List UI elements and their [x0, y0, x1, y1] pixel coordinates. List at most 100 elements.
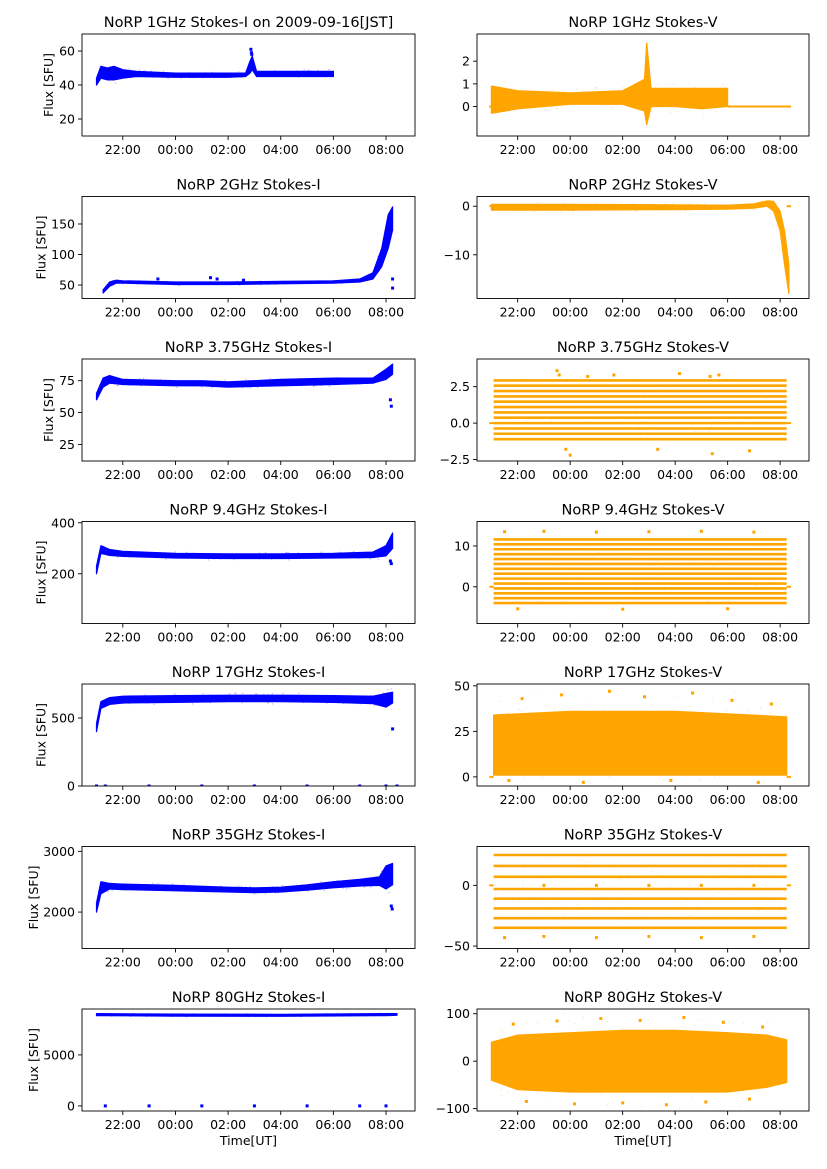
data-point [783, 891, 785, 893]
data-outlier-point [337, 377, 339, 379]
data-point [624, 418, 625, 420]
data-point [756, 585, 757, 587]
data-point [683, 914, 685, 916]
data-outlier-point [582, 1016, 585, 1018]
data-point [656, 597, 658, 599]
data-point [713, 873, 715, 875]
data-outlier-point [504, 81, 506, 83]
subplot-1ghz-i: 22:00 00:00 02:00 04:00 06:00 08:00 20 40 60 NoRP… [41, 15, 416, 157]
y-tick-label: 0 [462, 769, 470, 784]
data-point [642, 888, 644, 890]
data-point [575, 547, 577, 549]
data-point [663, 866, 665, 868]
data-point [607, 911, 609, 913]
data-point [524, 592, 526, 593]
data-outlier-point [195, 77, 197, 79]
data-point [649, 429, 651, 431]
data-point [711, 385, 712, 387]
data-outlier-point [117, 556, 119, 558]
x-tick-label: 22:00 [500, 955, 536, 970]
data-point [513, 428, 515, 430]
data-point [683, 430, 685, 432]
data-point [757, 863, 759, 865]
data-outlier-point [676, 210, 678, 212]
data-point [759, 420, 761, 422]
data-outlier-point [299, 1015, 301, 1017]
data-outlier-point [139, 377, 141, 380]
data-point [533, 915, 535, 916]
data-outlier-point [234, 692, 236, 694]
data-point [566, 920, 567, 922]
data-point [595, 569, 597, 571]
y-tick-label: 0 [462, 199, 470, 214]
data-outlier-point [715, 110, 717, 112]
data-point [707, 599, 709, 601]
data-point [660, 593, 662, 595]
data-point [594, 887, 596, 889]
data-outlier-point [733, 692, 735, 694]
data-outlier-point [224, 77, 226, 79]
data-point [550, 905, 552, 907]
data-point [534, 896, 536, 898]
data-outlier-point [307, 890, 309, 893]
data-point [553, 428, 555, 430]
data-point [633, 412, 635, 414]
data-outlier-point [366, 885, 368, 887]
data-outlier-point [343, 702, 345, 705]
data-point [636, 390, 638, 392]
data-point [726, 607, 730, 611]
x-tick-label: 22:00 [500, 142, 536, 157]
data-outlier-point [747, 710, 749, 712]
data-point [602, 896, 604, 898]
data-point [693, 564, 695, 566]
data-outlier-point [175, 693, 177, 696]
data-outlier-point [219, 558, 221, 560]
data-point [495, 894, 497, 896]
data-point [747, 926, 749, 928]
y-tick-label: 0 [67, 1098, 75, 1113]
data-band [95, 363, 394, 401]
data-point [560, 578, 562, 580]
data-point [388, 559, 392, 563]
data-point [668, 572, 669, 574]
data-point [638, 1018, 642, 1022]
data-point [706, 864, 708, 866]
data-point [517, 420, 519, 421]
data-point [634, 405, 636, 407]
data-point [706, 591, 708, 593]
data-point [579, 568, 581, 570]
data-point [659, 575, 661, 577]
data-point [743, 861, 745, 863]
data-outlier-point [588, 703, 590, 705]
data-point [576, 596, 578, 598]
axes-frame [476, 1008, 810, 1112]
data-point [659, 557, 661, 559]
x-tick-label: 00:00 [552, 467, 588, 482]
data-point [785, 559, 787, 561]
data-point [745, 385, 747, 387]
data-outlier-point [267, 693, 269, 696]
data-point [630, 408, 631, 410]
data-point [650, 565, 652, 567]
data-outlier-point [241, 387, 243, 389]
data-point [776, 553, 778, 555]
data-point [730, 867, 732, 869]
data-outlier-point [537, 201, 539, 203]
data-outlier-point [334, 280, 336, 282]
data-outlier-point [322, 1012, 324, 1015]
data-outlier-point [248, 62, 250, 64]
data-point [685, 905, 687, 907]
data-point [600, 432, 602, 434]
data-point [681, 912, 683, 914]
x-tick-label: 02:00 [605, 955, 641, 970]
data-point [658, 563, 660, 565]
plot-area [95, 532, 394, 575]
data-outlier-point [303, 1013, 305, 1015]
data-point [633, 570, 635, 572]
subplot-80ghz-i: 22:00 00:00 02:00 04:00 06:00 08:00 0 5000 NoRP … [26, 990, 416, 1148]
data-point [741, 886, 743, 888]
data-outlier-point [551, 89, 553, 91]
data-point [676, 437, 678, 439]
data-outlier-point [650, 110, 652, 112]
data-point [718, 913, 720, 914]
